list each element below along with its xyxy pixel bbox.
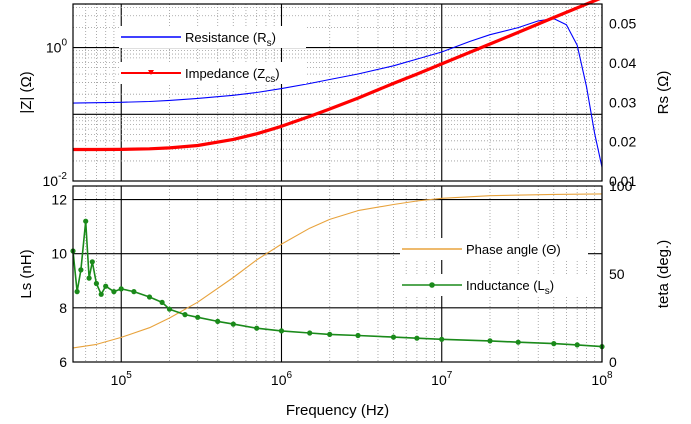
inductance-marker	[195, 314, 201, 320]
inductance-marker	[74, 289, 80, 295]
inductance-marker	[83, 218, 89, 224]
inductance-marker	[439, 336, 445, 342]
inductance-marker	[166, 306, 173, 312]
left-tick-label: 10-2	[43, 171, 68, 189]
x-tick-label: 108	[591, 370, 613, 388]
left-tick-label: 6	[59, 354, 67, 370]
tick-base: 10	[43, 173, 59, 189]
right-tick-label: 100	[609, 178, 633, 194]
x-axis-label: Frequency (Hz)	[286, 402, 389, 419]
legend-text: Impedance (Z	[185, 66, 265, 81]
inductance-marker	[355, 332, 361, 339]
series-line-bottom-1	[72, 220, 603, 348]
left-axis-label: Ls (nH)	[18, 249, 35, 298]
tick-exponent: -2	[58, 171, 67, 182]
legend-background	[119, 26, 306, 48]
inductance-marker	[182, 312, 188, 318]
legend-label: Resistance (Rs)	[185, 30, 276, 49]
inductance-marker	[278, 328, 285, 334]
legend-label: Impedance (Zcs)	[185, 66, 280, 85]
inductance-marker	[327, 331, 333, 337]
inductance-marker	[118, 286, 124, 292]
series-line-bottom-0	[72, 193, 603, 349]
inductance-marker	[230, 321, 236, 327]
series-line-top-0	[72, 18, 603, 168]
inductance-marker	[574, 342, 580, 348]
inductance-marker	[131, 289, 137, 295]
legend-background	[400, 238, 588, 260]
legend-text: Resistance (R	[185, 30, 267, 45]
legend-text: Phase angle (Θ)	[466, 242, 561, 257]
tick-exponent: 8	[607, 370, 613, 381]
right-tick-label: 0.04	[609, 55, 636, 71]
right-tick-label: 50	[609, 266, 625, 282]
tick-base: 10	[271, 372, 287, 388]
series-line-top-1	[73, 0, 601, 152]
left-tick-label: 8	[59, 300, 67, 316]
inductance-marker	[551, 341, 557, 347]
right-tick-label: 0	[609, 354, 617, 370]
right-tick-label: 0.02	[609, 134, 636, 150]
inductance-marker	[103, 283, 109, 289]
plot-frame	[72, 185, 603, 363]
legend-subscript: s	[267, 38, 272, 49]
inductance-marker	[390, 334, 397, 340]
tick-exponent: 6	[287, 370, 293, 381]
legend-subscript: s	[545, 286, 550, 297]
legend-text-end: )	[272, 30, 276, 45]
plot-frame	[72, 3, 603, 182]
right-tick-label: 0.05	[609, 16, 636, 32]
inductance-marker	[78, 267, 84, 273]
inductance-marker	[93, 280, 99, 287]
legend-subscript: cs	[265, 74, 275, 85]
inductance-marker	[98, 291, 104, 297]
inductance-marker	[146, 294, 153, 300]
tick-exponent: 0	[61, 38, 67, 49]
tick-base: 10	[111, 372, 127, 388]
right-tick-label: 0.03	[609, 94, 636, 110]
inductance-marker	[86, 275, 92, 281]
inductance-marker	[215, 318, 221, 324]
legend-background	[400, 274, 588, 296]
legend-text: Inductance (L	[466, 278, 545, 293]
right-axis-label: teta (deg.)	[655, 240, 672, 308]
legend-marker	[148, 70, 154, 75]
legend-text-end: )	[275, 66, 279, 81]
legend-label: Inductance (Ls)	[466, 278, 554, 297]
legend-background	[119, 62, 306, 84]
right-axis-label: Rs (Ω)	[655, 71, 672, 115]
x-tick-label: 107	[431, 370, 453, 388]
inductance-marker	[414, 335, 420, 341]
inductance-marker	[89, 259, 95, 265]
left-axis-label: |Z| (Ω)	[18, 71, 35, 113]
x-tick-label: 106	[271, 370, 293, 388]
inductance-marker	[159, 299, 165, 305]
inductance-marker	[515, 339, 521, 345]
tick-exponent: 7	[447, 370, 453, 381]
inductance-marker	[254, 325, 260, 331]
tick-base: 10	[46, 40, 62, 56]
tick-exponent: 5	[126, 370, 132, 381]
left-tick-label: 100	[46, 38, 68, 56]
left-tick-label: 10	[51, 246, 67, 262]
legend-label: Phase angle (Θ)	[466, 242, 561, 257]
right-tick-label: 0.01	[609, 173, 636, 189]
left-tick-label: 12	[51, 192, 67, 208]
tick-base: 10	[591, 372, 607, 388]
x-tick-label: 105	[111, 370, 133, 388]
legend-marker	[429, 282, 435, 288]
inductance-marker	[487, 338, 493, 344]
tick-base: 10	[431, 372, 447, 388]
inductance-marker	[307, 330, 313, 336]
legend-text-end: )	[550, 278, 554, 293]
inductance-marker	[111, 289, 117, 295]
